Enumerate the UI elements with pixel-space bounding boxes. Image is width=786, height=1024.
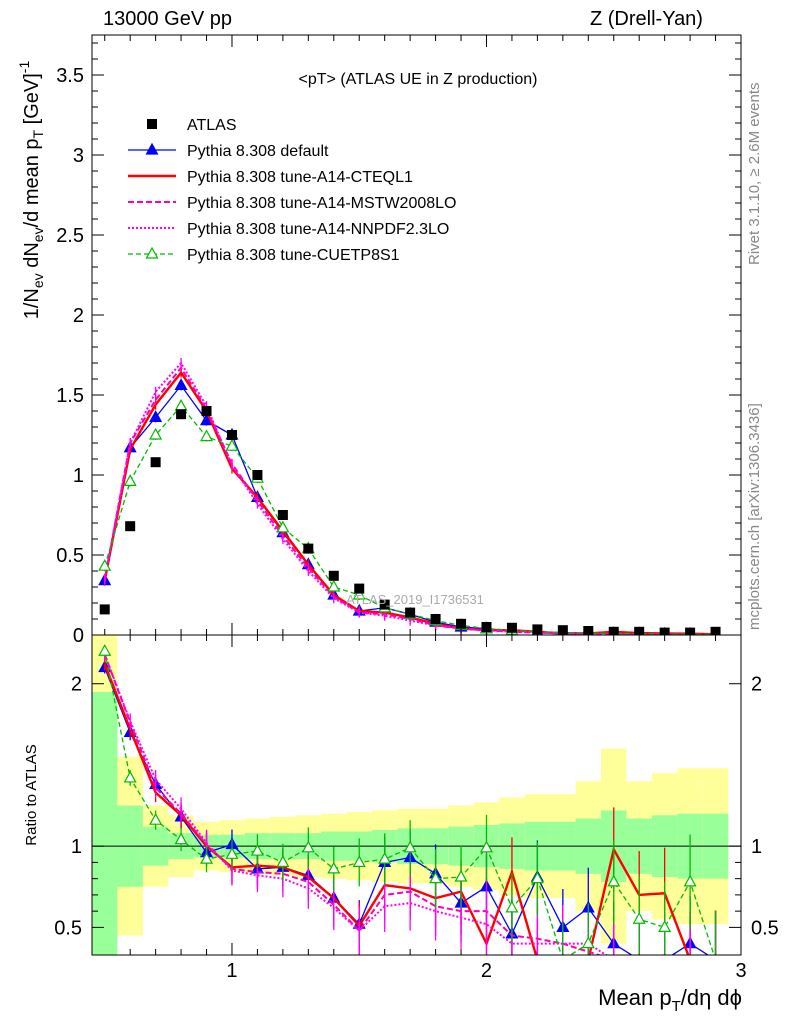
ratio-marker-cuetp8s1 — [352, 855, 366, 868]
ratio-series — [98, 643, 717, 955]
atlas-data-point — [99, 604, 110, 615]
marker-cuetp8s1 — [276, 520, 290, 533]
atlas-data-point — [176, 409, 187, 420]
ratio-marker-cuetp8s1 — [149, 812, 163, 825]
ratio-marker-cuetp8s1 — [607, 874, 621, 887]
marker-cuetp8s1 — [327, 579, 341, 592]
ratio-marker-cuetp8s1 — [581, 936, 595, 949]
atlas-data-point — [506, 622, 517, 633]
atlas-data-point — [201, 406, 212, 416]
ratio-marker-cuetp8s1 — [429, 871, 443, 884]
marker-cuetp8s1 — [352, 587, 366, 600]
legend-marker-cuetp8s1 — [145, 246, 159, 259]
marker-cuetp8s1 — [149, 427, 163, 440]
y-tick-label: 2 — [73, 305, 84, 327]
marker-cuetp8s1 — [98, 558, 112, 571]
marker-cuetp8s1 — [123, 474, 137, 486]
rivet-label: Rivet 3.1.10, ≥ 2.6M events — [746, 82, 763, 266]
atlas-data-point — [125, 521, 136, 532]
main-panel: 0 0.5 1 1.5 2 2.5 3 3.5 — [56, 34, 742, 955]
y-tick-label: 3 — [73, 145, 84, 167]
ratio-y-tick-label: 1 — [71, 836, 82, 858]
atlas-data-point — [405, 607, 416, 618]
legend-label-cteql1: Pythia 8.308 tune-A14-CTEQL1 — [187, 169, 413, 186]
ratio-marker-cuetp8s1 — [403, 840, 417, 853]
ratio-marker-cuetp8s1 — [327, 861, 341, 874]
marker-default — [149, 410, 163, 422]
y-tick-label: 0 — [73, 625, 84, 647]
mcplots-label: mcplots.cern.ch [arXiv:1306.3436] — [746, 403, 763, 630]
marker-cuetp8s1 — [174, 398, 188, 411]
legend-marker-default — [145, 142, 159, 155]
ratio-marker-cuetp8s1 — [454, 869, 468, 882]
atlas-data-point — [226, 430, 237, 440]
ratio-y-tick-label-right: 2 — [751, 674, 762, 696]
ratio-marker-cuetp8s1 — [225, 847, 239, 859]
legend-label-nnpdf: Pythia 8.308 tune-A14-NNPDF2.3LO — [187, 221, 449, 238]
atlas-data-point — [379, 599, 390, 610]
marker-cuetp8s1 — [225, 438, 239, 451]
ratio-marker-cuetp8s1 — [276, 855, 290, 868]
ratio-marker-cuetp8s1 — [174, 832, 188, 845]
ratio-marker-cuetp8s1 — [530, 871, 544, 884]
y-tick-label: 1.5 — [56, 385, 84, 407]
atlas-data-point — [430, 614, 441, 624]
ratio-marker-cuetp8s1 — [505, 900, 519, 913]
marker-default — [174, 378, 188, 390]
y-tick-label: 1 — [73, 465, 84, 487]
ratio-marker-cuetp8s1 — [658, 920, 672, 932]
y-tick-label: 2.5 — [56, 225, 84, 247]
ratio-marker-cuetp8s1 — [683, 874, 697, 887]
ratio-y-tick-label: 2 — [71, 674, 82, 696]
marker-cuetp8s1 — [200, 429, 214, 442]
y-axis-label: 1/Nev dNev/d mean pT [GeV]-1 — [16, 61, 46, 320]
atlas-data-point — [150, 457, 161, 468]
ratio-y-tick-label-right: 0.5 — [751, 917, 779, 939]
atlas-data-point — [456, 618, 467, 629]
ratio-marker-cuetp8s1 — [632, 912, 646, 924]
ratio-marker-cuetp8s1 — [301, 840, 315, 853]
legend-label-mstw: Pythia 8.308 tune-A14-MSTW2008LO — [187, 195, 456, 212]
ratio-marker-cuetp8s1 — [479, 840, 494, 853]
atlas-data-point — [277, 510, 288, 520]
x-axis-label: Mean pT/dη dϕ — [598, 985, 742, 1015]
x-tick-label: 2 — [481, 960, 492, 982]
header-left-label: 13000 GeV pp — [103, 8, 232, 30]
header-right-label: Z (Drell-Yan) — [590, 8, 703, 30]
ratio-frame — [91, 634, 742, 956]
x-tick-label: 3 — [735, 960, 746, 982]
ratio-y-tick-label-right: 1 — [751, 836, 762, 858]
chart-title: <pT> (ATLAS UE in Z production) — [299, 71, 538, 88]
ratio-panel: 0.5 0.5 1 1 2 2 1 2 3 — [54, 634, 779, 982]
ratio-y-tick-label: 0.5 — [54, 917, 82, 939]
x-tick-label: 1 — [226, 960, 237, 982]
legend-label-cuetp8s1: Pythia 8.308 tune-CUETP8S1 — [187, 247, 400, 264]
ratio-axis-label: Ratio to ATLAS — [23, 744, 40, 845]
atlas-data-point — [354, 583, 365, 594]
ratio-marker-cuetp8s1 — [98, 643, 112, 656]
y-tick-label: 0.5 — [56, 545, 84, 567]
legend-label-default: Pythia 8.308 default — [187, 143, 329, 160]
watermark: ATLAS_2019_I1736531 — [346, 592, 484, 607]
y-tick-label: 3.5 — [56, 65, 84, 87]
atlas-data-point — [303, 543, 314, 554]
ratio-marker-cuetp8s1 — [200, 851, 214, 864]
legend-marker-atlas — [147, 119, 157, 129]
ratio-marker-cuetp8s1 — [250, 843, 264, 856]
atlas-data-point — [328, 570, 339, 581]
legend: ATLAS Pythia 8.308 default Pythia 8.308 tu… — [128, 117, 456, 264]
legend-label-atlas: ATLAS — [187, 117, 237, 134]
atlas-data-point — [252, 470, 263, 480]
ratio-marker-cuetp8s1 — [123, 770, 137, 783]
ratio-marker-cuetp8s1 — [378, 851, 392, 864]
